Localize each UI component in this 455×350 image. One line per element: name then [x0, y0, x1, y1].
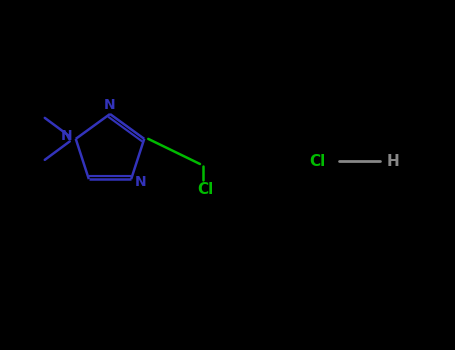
- Text: H: H: [386, 154, 399, 168]
- Text: Cl: Cl: [309, 154, 326, 168]
- Text: Cl: Cl: [197, 182, 213, 197]
- Text: N: N: [104, 98, 116, 112]
- Text: N: N: [134, 175, 146, 189]
- Text: N: N: [61, 130, 73, 144]
